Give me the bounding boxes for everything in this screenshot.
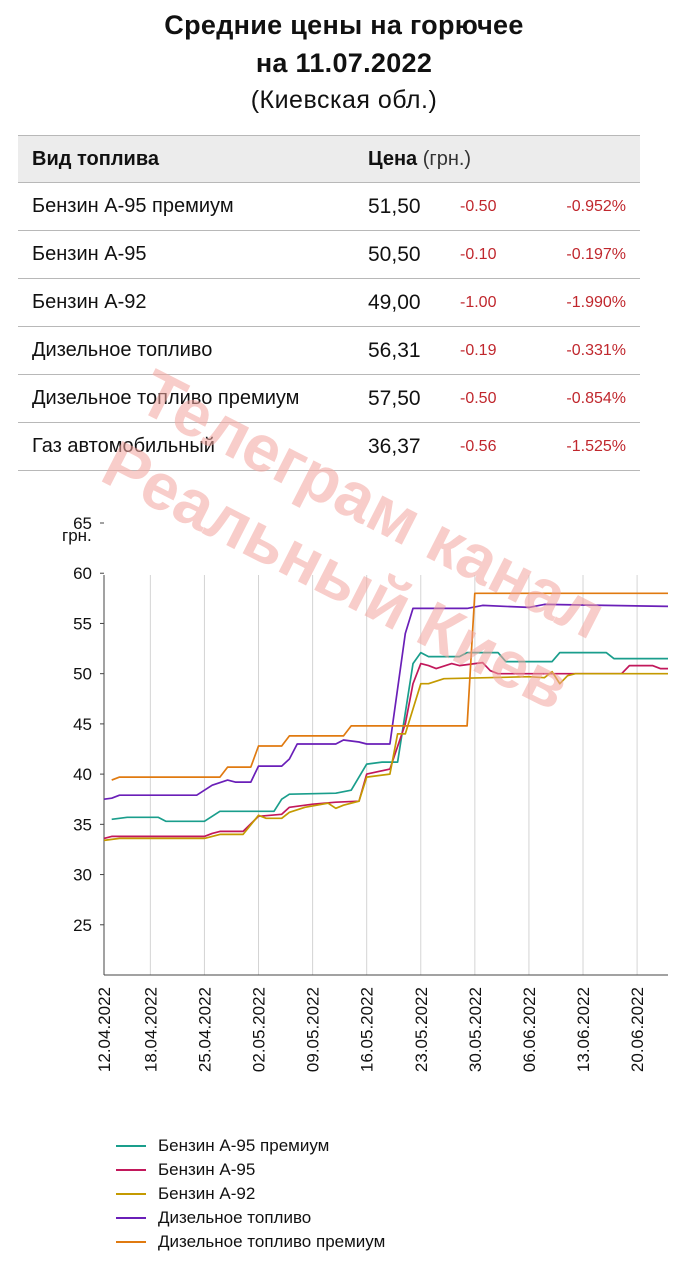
table-header-row: Вид топлива Цена (грн.) [18, 135, 640, 183]
price-cell: 57,50 [368, 374, 460, 423]
legend-swatch [116, 1145, 146, 1147]
legend-swatch [116, 1217, 146, 1219]
y-tick-label: 45 [73, 715, 92, 734]
change-percent-cell: -0.331% [542, 326, 640, 375]
chart-legend: Бензин А-95 премиум Бензин А-95 Бензин А-9… [116, 1134, 385, 1254]
x-tick-label: 09.05.2022 [304, 987, 323, 1072]
change-percent-cell: -0.197% [542, 230, 640, 279]
fuel-name-cell: Газ автомобильный [18, 422, 368, 471]
title-line-1: Средние цены на горючее [164, 10, 524, 40]
fuel-name-cell: Дизельное топливо [18, 326, 368, 375]
region-subtitle: (Киевская обл.) [250, 86, 438, 114]
chart-header: Средние цены на горючее на 11.07.2022 (К… [0, 6, 688, 118]
y-tick-label: 30 [73, 866, 92, 885]
fuel-name-cell: Дизельное топливо премиум [18, 374, 368, 423]
change-percent-cell: -0.952% [542, 182, 640, 231]
legend-swatch [116, 1193, 146, 1195]
legend-item: Бензин А-95 [116, 1158, 385, 1182]
change-percent-cell: -1.990% [542, 278, 640, 327]
change-cell: -0.19 [460, 326, 542, 375]
legend-item: Дизельное топливо [116, 1206, 385, 1230]
y-tick-label: 60 [73, 564, 92, 583]
table-row: Бензин А-92 49,00 -1.00 -1.990% [18, 278, 640, 327]
legend-swatch [116, 1241, 146, 1243]
change-cell: -1.00 [460, 278, 542, 327]
x-tick-label: 06.06.2022 [520, 987, 539, 1072]
y-axis-label: грн. [62, 526, 92, 545]
column-header-price: Цена (грн.) [368, 135, 640, 183]
legend-label: Дизельное топливо [158, 1208, 312, 1227]
price-cell: 56,31 [368, 326, 460, 375]
column-header-fuel-type: Вид топлива [18, 135, 368, 183]
legend-label: Бензин А-95 премиум [158, 1136, 330, 1155]
price-cell: 49,00 [368, 278, 460, 327]
x-tick-label: 25.04.2022 [195, 987, 214, 1072]
x-tick-label: 23.05.2022 [412, 987, 431, 1072]
legend-label: Дизельное топливо премиум [158, 1232, 386, 1251]
price-history-chart: грн. 12.04.2022 18.04.2022 25.04.2022 02.05.… [62, 515, 669, 1072]
change-cell: -0.10 [460, 230, 542, 279]
price-cell: 50,50 [368, 230, 460, 279]
x-tick-label: 20.06.2022 [628, 987, 647, 1072]
series-line [103, 670, 668, 842]
y-tick-label: 25 [73, 916, 92, 935]
x-tick-label: 30.05.2022 [466, 987, 485, 1072]
price-cell: 51,50 [368, 182, 460, 231]
legend-item: Дизельное топливо премиум [116, 1230, 385, 1254]
y-tick-label: 55 [73, 614, 92, 633]
table-row: Газ автомобильный 36,37 -0.56 -1.525% [18, 422, 640, 471]
series-line [111, 592, 668, 781]
series-line [111, 651, 668, 823]
fuel-name-cell: Бензин А-95 премиум [18, 182, 368, 231]
legend-label: Бензин А-95 [158, 1160, 256, 1179]
fuel-name-cell: Бензин А-92 [18, 278, 368, 327]
table-row: Бензин А-95 премиум 51,50 -0.50 -0.952% [18, 182, 640, 231]
fuel-price-table: Вид топлива Цена (грн.) Бензин А-95 прем… [18, 135, 640, 471]
series-line [103, 661, 668, 840]
change-cell: -0.56 [460, 422, 542, 471]
legend-item: Бензин А-95 премиум [116, 1134, 385, 1158]
x-tick-label: 13.06.2022 [574, 987, 593, 1072]
change-percent-cell: -0.854% [542, 374, 640, 423]
table-row: Дизельное топливо 56,31 -0.19 -0.331% [18, 326, 640, 375]
series-line [103, 603, 669, 801]
x-tick-label: 16.05.2022 [358, 987, 377, 1072]
legend-item: Бензин А-92 [116, 1182, 385, 1206]
fuel-name-cell: Бензин А-95 [18, 230, 368, 279]
y-tick-label: 65 [73, 515, 92, 533]
change-cell: -0.50 [460, 182, 542, 231]
y-tick-label: 35 [73, 815, 92, 834]
change-cell: -0.50 [460, 374, 542, 423]
table-row: Бензин А-95 50,50 -0.10 -0.197% [18, 230, 640, 279]
legend-label: Бензин А-92 [158, 1184, 256, 1203]
price-cell: 36,37 [368, 422, 460, 471]
table-row: Дизельное топливо премиум 57,50 -0.50 -0.85… [18, 374, 640, 423]
x-tick-label: 02.05.2022 [250, 987, 269, 1072]
legend-swatch [116, 1169, 146, 1171]
y-tick-label: 40 [73, 765, 92, 784]
title-line-2: на 11.07.2022 [255, 48, 433, 78]
change-percent-cell: -1.525% [542, 422, 640, 471]
price-header-label: Цена [368, 147, 418, 170]
x-tick-label: 18.04.2022 [141, 987, 160, 1072]
x-tick-label: 12.04.2022 [95, 987, 114, 1072]
y-tick-label: 50 [73, 665, 92, 684]
price-header-unit: (грн.) [422, 147, 472, 170]
